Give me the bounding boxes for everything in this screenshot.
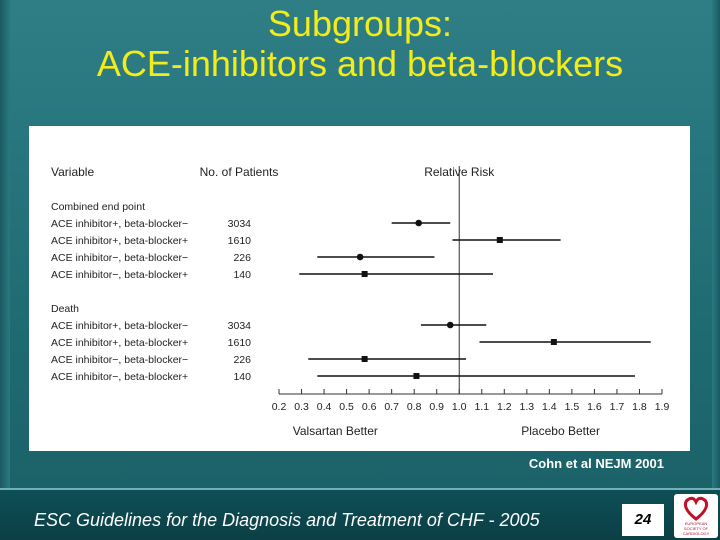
row-label: ACE inhibitor+, beta-blocker− bbox=[51, 218, 188, 230]
x-tick-label: 1.7 bbox=[610, 401, 625, 413]
row-label: ACE inhibitor−, beta-blocker− bbox=[51, 252, 188, 264]
point-estimate bbox=[446, 321, 454, 329]
x-tick-label: 0.2 bbox=[272, 401, 287, 413]
title-line-2: ACE-inhibitors and beta-blockers bbox=[96, 43, 624, 84]
point-estimate bbox=[361, 271, 368, 277]
x-tick-label: 1.5 bbox=[565, 401, 580, 413]
point-estimate bbox=[415, 219, 422, 227]
logo-text: EUROPEAN SOCIETY OF CARDIOLOGY bbox=[682, 521, 710, 536]
x-tick-label: 1.9 bbox=[655, 401, 670, 413]
x-tick-label: 0.4 bbox=[317, 401, 332, 413]
row-patient-count: 226 bbox=[233, 252, 251, 264]
row-label: ACE inhibitor−, beta-blocker+ bbox=[51, 269, 188, 281]
x-tick-label: 1.1 bbox=[474, 401, 489, 413]
row-patient-count: 3034 bbox=[228, 218, 252, 230]
row-label: ACE inhibitor+, beta-blocker− bbox=[51, 320, 188, 332]
slide-frame-left bbox=[0, 0, 10, 490]
row-label: ACE inhibitor+, beta-blocker+ bbox=[51, 235, 188, 247]
x-tick-label: 1.6 bbox=[587, 401, 602, 413]
x-tick-label: 1.8 bbox=[632, 401, 647, 413]
x-tick-label: 1.3 bbox=[520, 401, 535, 413]
x-tick-label: 0.7 bbox=[384, 401, 399, 413]
row-label: ACE inhibitor+, beta-blocker+ bbox=[51, 337, 188, 349]
forest-plot: Variable No. of Patients Relative RiskComb… bbox=[51, 165, 670, 438]
footer-bar bbox=[0, 490, 720, 540]
row-patient-count: 140 bbox=[233, 269, 251, 281]
x-left-label: Valsartan Better bbox=[293, 424, 378, 438]
row-patient-count: 3034 bbox=[228, 320, 252, 332]
x-tick-label: 0.5 bbox=[339, 401, 354, 413]
page-number: 24 bbox=[622, 504, 664, 536]
point-estimate bbox=[413, 373, 420, 379]
x-tick-label: 1.4 bbox=[542, 401, 557, 413]
point-estimate bbox=[550, 339, 557, 345]
citation: Cohn et al NEJM 2001 bbox=[528, 456, 664, 471]
row-patient-count: 226 bbox=[233, 354, 251, 366]
point-estimate bbox=[496, 237, 503, 243]
row-label: ACE inhibitor−, beta-blocker+ bbox=[51, 371, 188, 383]
x-right-label: Placebo Better bbox=[521, 424, 600, 438]
title-line-1: Subgroups: bbox=[267, 3, 453, 44]
header-variable: Variable bbox=[51, 165, 94, 179]
forest-plot-panel: Variable No. of Patients Relative Risk Comb… bbox=[29, 126, 690, 451]
footer-divider bbox=[0, 488, 720, 491]
x-tick-label: 0.9 bbox=[429, 401, 444, 413]
point-estimate bbox=[361, 356, 368, 362]
slide-frame-right bbox=[712, 0, 720, 490]
esc-logo: EUROPEAN SOCIETY OF CARDIOLOGY bbox=[674, 494, 718, 538]
footer-title: ESC Guidelines for the Diagnosis and Tre… bbox=[34, 510, 540, 530]
row-patient-count: 1610 bbox=[228, 235, 252, 247]
x-tick-label: 1.0 bbox=[452, 401, 467, 413]
slide-title: Subgroups: ACE-inhibitors and beta-block… bbox=[0, 4, 720, 84]
row-patient-count: 1610 bbox=[228, 337, 252, 349]
x-tick-label: 0.8 bbox=[407, 401, 422, 413]
group-label: Combined end point bbox=[51, 201, 145, 213]
header-patients: No. of Patients bbox=[200, 165, 279, 179]
point-estimate bbox=[356, 253, 364, 261]
x-tick-label: 0.6 bbox=[362, 401, 377, 413]
x-tick-label: 1.2 bbox=[497, 401, 512, 413]
row-label: ACE inhibitor−, beta-blocker− bbox=[51, 354, 188, 366]
heart-logo-icon bbox=[683, 496, 709, 521]
group-label: Death bbox=[51, 303, 79, 315]
x-tick-label: 0.3 bbox=[294, 401, 309, 413]
row-patient-count: 140 bbox=[233, 371, 251, 383]
